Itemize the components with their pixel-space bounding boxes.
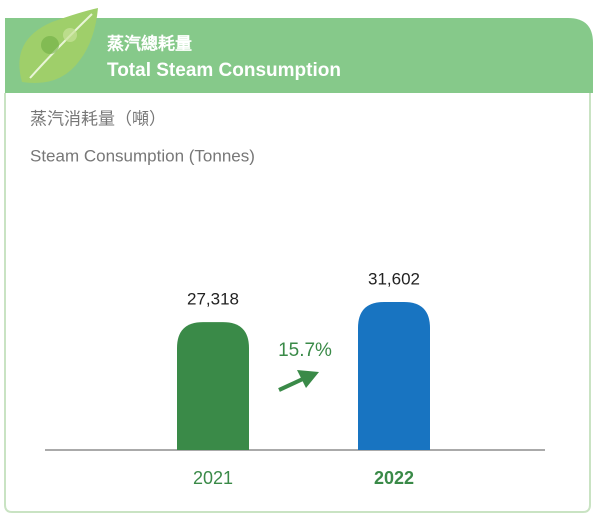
value-label: 31,602 <box>368 269 420 288</box>
header-band <box>5 18 593 93</box>
value-label: 27,318 <box>187 290 239 309</box>
change-label: 15.7% <box>278 340 332 361</box>
header-subtitle: Total Steam Consumption <box>107 60 341 81</box>
y-label: Steam Consumption (Tonnes) <box>30 146 255 165</box>
x-tick-label: 2022 <box>374 468 414 488</box>
card <box>4 93 591 513</box>
x-tick-label: 2021 <box>193 468 233 488</box>
header-title: 蒸汽總耗量 <box>107 33 192 53</box>
bar <box>177 322 249 450</box>
leaf-icon <box>19 8 98 84</box>
bar <box>358 302 430 450</box>
change-arrow <box>278 370 319 392</box>
y-label: 蒸汽消耗量（噸） <box>30 109 166 128</box>
